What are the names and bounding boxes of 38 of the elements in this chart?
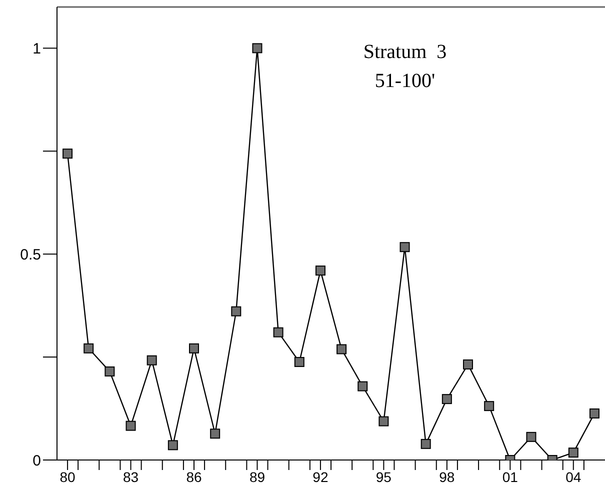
- point: [252, 43, 262, 54]
- x-tick-label: 92: [312, 468, 328, 485]
- point: [168, 440, 178, 450]
- point: [104, 366, 115, 376]
- point: [442, 394, 452, 404]
- x-tick-label: 01: [502, 468, 518, 485]
- point: [568, 448, 578, 458]
- x-tick-label: 98: [439, 468, 455, 485]
- point: [589, 408, 600, 418]
- point: [358, 381, 368, 392]
- text: Stratum 3: [362, 40, 448, 65]
- point: [526, 432, 536, 442]
- point: [484, 401, 494, 412]
- point: [400, 242, 410, 252]
- point: [126, 420, 136, 431]
- point: [210, 428, 220, 439]
- y-tick-label: 1: [32, 40, 41, 58]
- point: [273, 327, 284, 338]
- point: [146, 355, 157, 366]
- point: [189, 343, 199, 354]
- point: [294, 356, 304, 367]
- point: [336, 344, 347, 354]
- x-tick-label: 80: [60, 468, 76, 485]
- x-tick-label: 04: [566, 468, 582, 485]
- point: [62, 148, 73, 159]
- point: [420, 438, 431, 449]
- y-tick-label: 0.5: [20, 246, 41, 264]
- point: [231, 306, 242, 316]
- text: 51-100': [374, 69, 436, 94]
- x-tick-label: 89: [249, 468, 266, 485]
- x-tick-label: 86: [186, 468, 202, 485]
- point: [378, 416, 389, 426]
- x-tick-label: 83: [122, 468, 139, 485]
- point: [84, 343, 94, 354]
- x-tick-label: 95: [376, 468, 392, 485]
- y-tick-label: 0: [32, 452, 41, 470]
- point: [463, 359, 473, 370]
- point: [315, 266, 326, 276]
